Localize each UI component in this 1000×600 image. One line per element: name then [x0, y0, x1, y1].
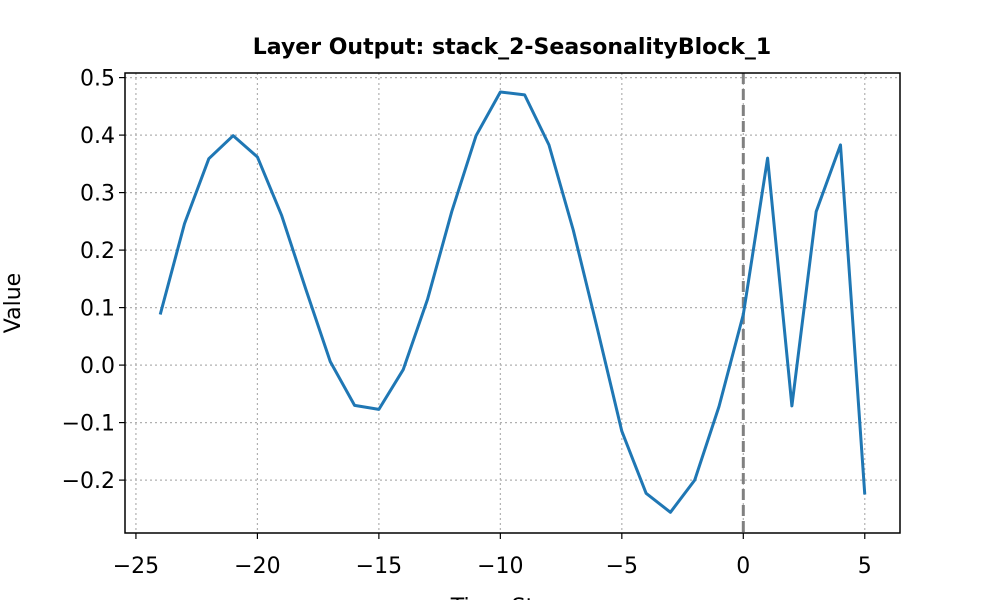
y-axis-label: Value	[1, 273, 26, 333]
y-tick-label: 0.0	[80, 354, 115, 379]
x-tick-label: −25	[113, 554, 159, 579]
chart-title: Layer Output: stack_2-SeasonalityBlock_1	[253, 35, 771, 60]
y-tick-label: 0.1	[80, 297, 115, 322]
y-tick-label: 0.4	[80, 124, 115, 149]
y-tick-label: 0.3	[80, 182, 115, 207]
y-tick-label: 0.2	[80, 239, 115, 264]
x-tick-label: 0	[736, 554, 750, 579]
line	[158, 90, 867, 514]
x-axis-label: Time Steps	[450, 595, 573, 600]
y-tick-label: 0.5	[80, 67, 115, 92]
y-tick-label: −0.2	[62, 469, 115, 494]
x-tick-label: −20	[234, 554, 280, 579]
x-tick-label: −10	[477, 554, 523, 579]
x-tick-label: −5	[606, 554, 638, 579]
x-tick-label: −15	[356, 554, 402, 579]
plot-frame	[124, 72, 901, 534]
y-tick-label: −0.1	[62, 412, 115, 437]
x-tick-label: 5	[858, 554, 872, 579]
